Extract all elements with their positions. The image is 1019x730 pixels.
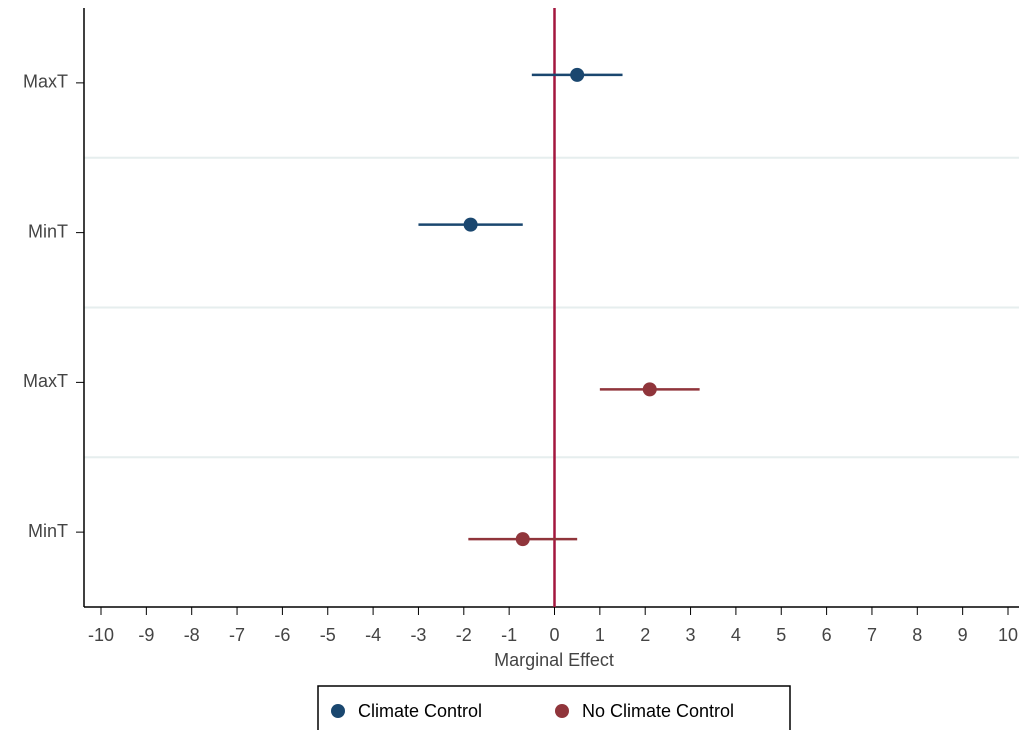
y-tick-label: MaxT <box>23 72 68 92</box>
x-tick-label: -2 <box>456 625 472 645</box>
x-tick-label: 8 <box>912 625 922 645</box>
x-tick-label: -7 <box>229 625 245 645</box>
legend-label: Climate Control <box>358 701 482 721</box>
point-estimate <box>515 532 530 547</box>
x-tick-label: 9 <box>958 625 968 645</box>
legend-label: No Climate Control <box>582 701 734 721</box>
x-tick-label: 0 <box>549 625 559 645</box>
x-tick-label: -10 <box>88 625 114 645</box>
y-tick-label: MinT <box>28 221 68 241</box>
x-tick-label: 1 <box>595 625 605 645</box>
x-tick-label: -4 <box>365 625 381 645</box>
legend-marker <box>331 704 345 718</box>
x-tick-label: 5 <box>776 625 786 645</box>
y-tick-label: MinT <box>28 521 68 541</box>
x-tick-label: -8 <box>184 625 200 645</box>
x-tick-label: -6 <box>274 625 290 645</box>
x-tick-label: 10 <box>998 625 1018 645</box>
x-tick-label: 4 <box>731 625 741 645</box>
legend-box <box>317 685 791 730</box>
x-tick-label: -1 <box>501 625 517 645</box>
x-tick-label: 2 <box>640 625 650 645</box>
x-tick-label: 7 <box>867 625 877 645</box>
x-tick-label: -3 <box>410 625 426 645</box>
y-tick-label: MaxT <box>23 371 68 391</box>
legend-marker <box>555 704 569 718</box>
point-estimate <box>570 67 585 82</box>
point-estimate <box>642 382 657 397</box>
x-tick-label: -5 <box>320 625 336 645</box>
x-tick-label: 6 <box>822 625 832 645</box>
x-axis-label: Marginal Effect <box>494 650 614 670</box>
x-tick-label: -9 <box>138 625 154 645</box>
x-tick-label: 3 <box>686 625 696 645</box>
point-estimate <box>463 217 478 232</box>
